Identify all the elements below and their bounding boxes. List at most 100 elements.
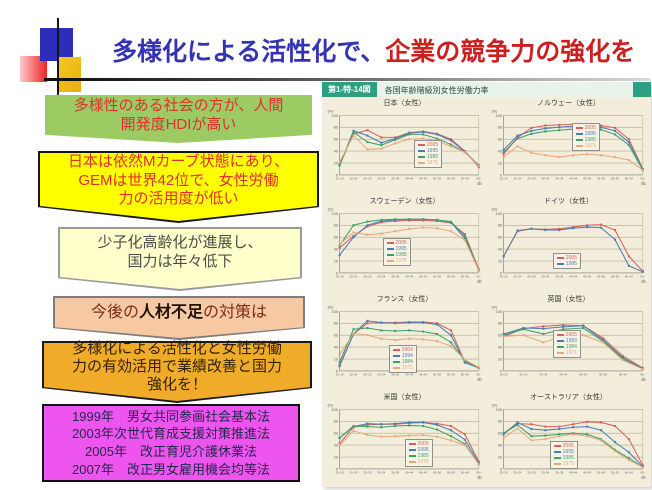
legend-swatch xyxy=(556,351,564,354)
svg-text:35~39: 35~39 xyxy=(391,372,399,376)
legend-swatch xyxy=(556,345,564,348)
svg-text:0: 0 xyxy=(500,270,503,275)
legend-entry: 1975 xyxy=(386,258,407,264)
svg-text:(歳): (歳) xyxy=(641,474,646,479)
svg-text:40: 40 xyxy=(498,442,503,447)
svg-text:45~49: 45~49 xyxy=(583,177,591,181)
legend-entry: 1994 xyxy=(392,353,413,359)
svg-text:65~: 65~ xyxy=(476,177,481,181)
svg-text:40~44: 40~44 xyxy=(405,470,413,474)
svg-text:25~29: 25~29 xyxy=(363,470,371,474)
mini-chart-us: 米国（女性） 0 20 40 60 80 100 (%) 15~19 20~24 25~29 30~3… xyxy=(326,393,483,490)
legend-label: 2005 xyxy=(426,141,439,148)
chart-legend: 2004 1994 1984 1975 xyxy=(388,345,417,374)
svg-text:80: 80 xyxy=(498,418,503,423)
callout-aging: 少子化高齢化が進展し、 国力は年々低下 xyxy=(58,227,302,291)
svg-text:60~64: 60~64 xyxy=(461,177,469,181)
svg-text:100: 100 xyxy=(495,211,502,216)
svg-text:40~44: 40~44 xyxy=(405,372,413,376)
legend-swatch xyxy=(417,149,425,152)
svg-text:40: 40 xyxy=(498,246,503,251)
svg-text:(%): (%) xyxy=(492,403,499,407)
chart-legend: 2005 1995 1985 1975 xyxy=(382,237,411,266)
svg-text:80: 80 xyxy=(498,223,503,228)
legend-label: 2005 xyxy=(565,331,577,338)
svg-text:50~54: 50~54 xyxy=(597,470,605,474)
legend-entry: 2005 xyxy=(553,443,574,449)
legend-entry: 2005 xyxy=(575,125,596,132)
svg-text:50~54: 50~54 xyxy=(597,177,605,181)
callout-action-text: 多様化による活性化と女性労働 力の有効活用で業績改善と国力 強化を！ xyxy=(71,339,282,393)
svg-text:0: 0 xyxy=(336,368,339,373)
svg-text:40: 40 xyxy=(334,246,339,251)
mini-chart-norway: ノルウェー（女性） 0 20 40 60 80 100 (%) 15~19 20~24 25~29 3… xyxy=(490,99,647,196)
shortage-prefix: 今後の xyxy=(90,304,139,321)
legend-swatch xyxy=(556,263,564,266)
legend-swatch xyxy=(553,451,561,454)
legend-entry: 1995 xyxy=(556,261,577,267)
legend-swatch xyxy=(386,259,394,262)
svg-text:60: 60 xyxy=(498,235,503,240)
svg-text:45~49: 45~49 xyxy=(419,372,427,376)
svg-text:45~49: 45~49 xyxy=(419,177,427,181)
svg-text:100: 100 xyxy=(495,309,502,314)
svg-text:(%): (%) xyxy=(328,403,335,407)
legend-label: 2005 xyxy=(395,239,407,246)
legend-label: 1975 xyxy=(417,459,429,466)
svg-text:35~39: 35~39 xyxy=(391,470,399,474)
legend-entry: 2005 xyxy=(417,141,439,148)
legend-entry: 1975 xyxy=(575,143,596,149)
legend-swatch xyxy=(556,257,564,260)
legend-label: 1995 xyxy=(417,447,429,454)
svg-text:55~59: 55~59 xyxy=(599,372,607,376)
svg-text:20~24: 20~24 xyxy=(350,275,358,279)
legend-label: 2005 xyxy=(584,125,596,132)
svg-text:20~24: 20~24 xyxy=(514,177,522,181)
decor-blue-square xyxy=(40,28,73,61)
legend-label: 2004 xyxy=(401,347,413,354)
svg-text:55~59: 55~59 xyxy=(447,470,455,474)
legend-entry: 1975 xyxy=(417,159,439,166)
slide-title-blue: 多様化による活性化で、 xyxy=(112,38,386,66)
svg-text:40~44: 40~44 xyxy=(569,177,577,181)
legend-swatch xyxy=(553,463,561,466)
legend-label: 1985 xyxy=(562,455,574,462)
legend-swatch xyxy=(392,361,400,364)
legend-entry: 1984 xyxy=(556,344,577,350)
svg-text:100: 100 xyxy=(331,309,338,314)
chart-legend: 2005 1995 1985 1975 xyxy=(571,123,600,152)
svg-text:80: 80 xyxy=(498,125,503,130)
svg-text:80: 80 xyxy=(334,125,339,130)
svg-text:(歳): (歳) xyxy=(477,376,482,381)
chart-plot: 0 20 40 60 80 100(%) 15~19 20~24 25~29 30~34 35~39… xyxy=(492,110,646,186)
svg-text:15~19: 15~19 xyxy=(336,372,344,376)
legend-label: 1975 xyxy=(426,159,439,166)
chart-legend: 2005 1995 1985 1975 xyxy=(549,441,578,470)
legend-label: 1985 xyxy=(395,251,407,258)
svg-text:(歳): (歳) xyxy=(477,474,482,479)
chart-title: 英国（女性） xyxy=(547,295,590,303)
svg-text:35~39: 35~39 xyxy=(391,275,399,279)
legend-label: 2005 xyxy=(417,441,429,448)
legend-swatch xyxy=(392,349,400,352)
svg-text:80: 80 xyxy=(334,418,339,423)
legend-swatch xyxy=(553,457,561,460)
svg-text:60: 60 xyxy=(498,430,503,435)
figure-panel: 第1-特-14図 各国年齢階級別女性労働力率 日本（女性） 0 20 40 60 80 10… xyxy=(322,82,651,487)
svg-text:30~34: 30~34 xyxy=(377,275,385,279)
callout-shortage-text: 今後の 人材不足 の対策は xyxy=(53,296,305,340)
chart-plot: 0 20 40 60 80 100(%) 15~19 20~24 25~29 30~34 35~39… xyxy=(328,208,482,284)
svg-text:(%): (%) xyxy=(328,208,335,212)
svg-text:20: 20 xyxy=(334,356,339,361)
legend-label: 1995 xyxy=(584,131,596,138)
legend-label: 1984 xyxy=(401,359,413,366)
svg-text:45~49: 45~49 xyxy=(583,470,591,474)
svg-text:20: 20 xyxy=(498,356,503,361)
svg-text:0: 0 xyxy=(336,172,339,177)
svg-text:20: 20 xyxy=(498,258,503,263)
callout-hdi: 多様性のある社会の方が、人間 開発度HDIが高い xyxy=(45,95,312,143)
legend-swatch xyxy=(575,133,583,136)
legend-swatch xyxy=(386,241,394,244)
svg-text:25~34: 25~34 xyxy=(539,372,547,376)
chart-title: スウェーデン（女性） xyxy=(369,197,440,205)
